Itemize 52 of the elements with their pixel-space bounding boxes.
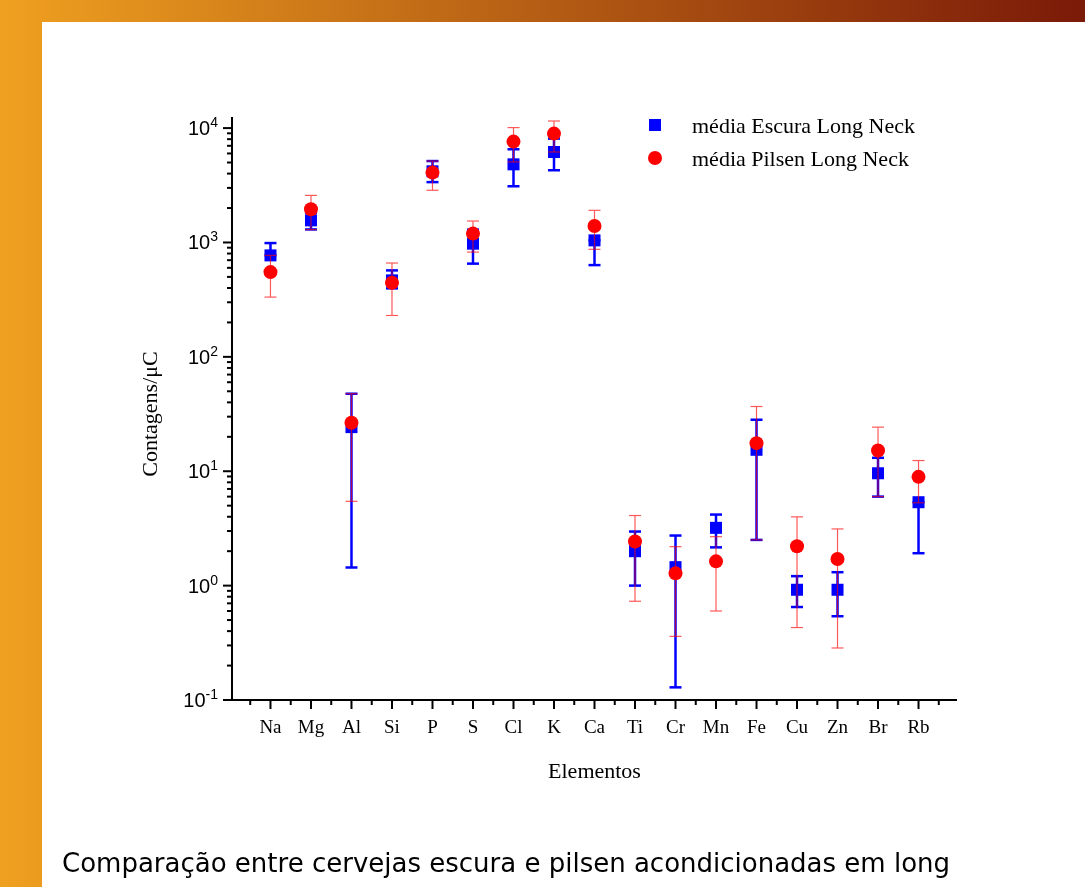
y-tick-label: 10$^{2}$ <box>187 342 219 368</box>
point <box>587 219 602 233</box>
y-axis-title: Contagens/μC <box>137 351 162 477</box>
x-tick-label: Mn <box>702 716 730 737</box>
point <box>507 158 520 171</box>
point <box>588 234 601 247</box>
x-tick-label: Cr <box>666 716 686 737</box>
y-tick-label: 10$^{0}$ <box>187 571 219 597</box>
point <box>831 583 844 596</box>
point <box>264 249 277 262</box>
legend-label: média Pilsen Long Neck <box>692 146 909 171</box>
x-tick-label: Ca <box>583 716 606 737</box>
x-tick-label: Na <box>259 716 283 737</box>
x-tick-label: Si <box>384 716 400 737</box>
x-tick-label: Cu <box>785 716 809 737</box>
x-tick-label: Ti <box>626 716 644 737</box>
point <box>506 134 521 149</box>
x-tick-label: Br <box>868 716 889 737</box>
text: Comparação entre cervejas escura e pilsen acondicionadas em long <box>62 848 951 878</box>
point <box>871 443 886 458</box>
x-tick-label: Rb <box>907 716 930 737</box>
point <box>465 226 480 241</box>
point <box>263 265 278 280</box>
point <box>303 202 318 217</box>
x-tick-label: Zn <box>826 716 849 737</box>
point <box>912 496 925 509</box>
x-tick-label: Cl <box>504 716 523 737</box>
point <box>790 539 805 554</box>
x-tick-label: Fe <box>747 716 767 737</box>
x-tick-label: Al <box>341 716 361 737</box>
point <box>791 583 804 596</box>
x-tick-label: S <box>467 716 479 737</box>
point <box>548 145 560 158</box>
point <box>709 554 724 569</box>
point <box>710 521 723 534</box>
legend-label: média Escura Long Neck <box>692 113 915 138</box>
y-tick-label: 10$^{4}$ <box>187 114 219 140</box>
y-tick-label: 10$^{3}$ <box>187 228 219 254</box>
y-tick-label: 10$^{1}$ <box>187 457 219 483</box>
point <box>668 566 683 581</box>
point <box>344 415 359 430</box>
x-axis-title: Elementos <box>548 758 641 783</box>
x-tick-label: P <box>427 716 438 737</box>
y-tick-label: 10$^{-1}$ <box>183 686 219 711</box>
point <box>749 436 764 451</box>
point <box>547 126 561 141</box>
x-tick-label: K <box>547 716 562 737</box>
point <box>628 534 642 549</box>
point <box>872 467 885 480</box>
point <box>830 551 845 566</box>
point <box>911 469 926 484</box>
x-tick-label: Mg <box>297 716 325 737</box>
